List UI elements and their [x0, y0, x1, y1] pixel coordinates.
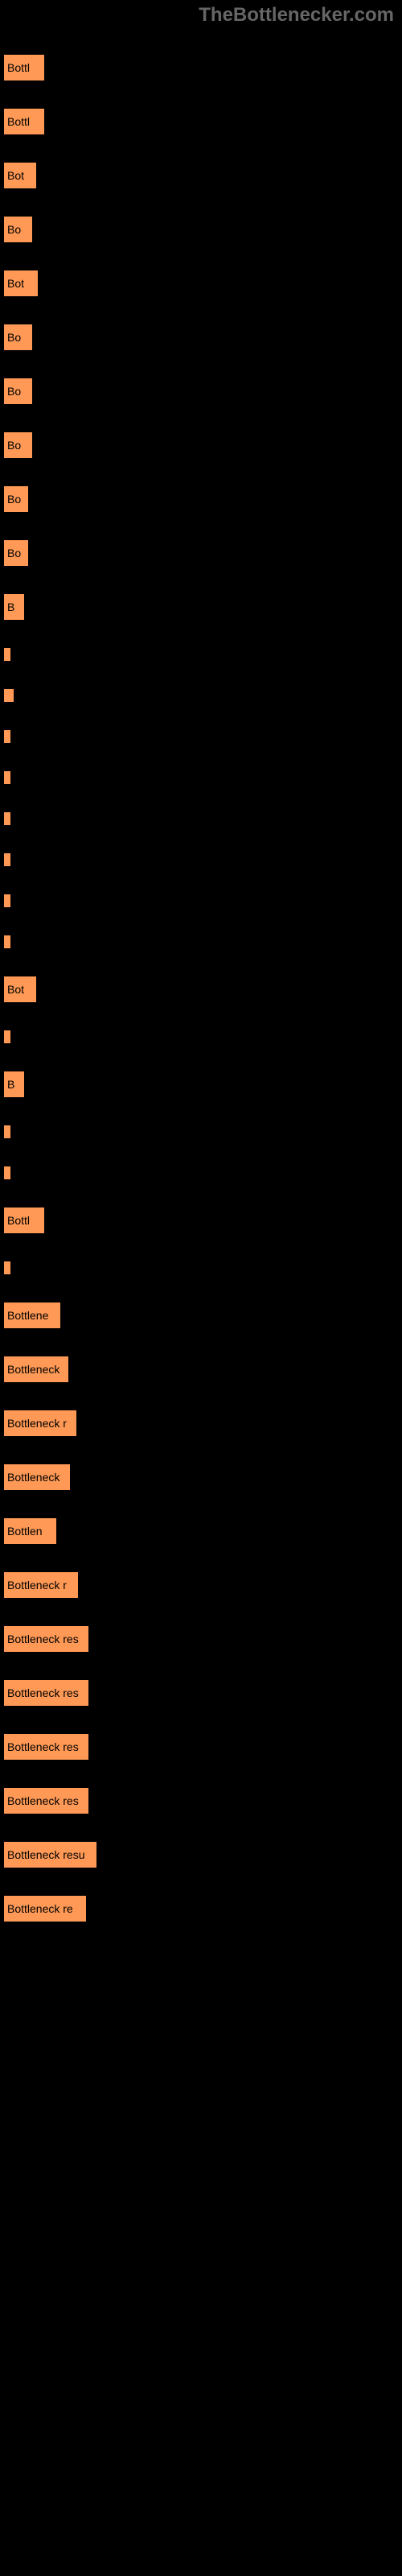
bar-item[interactable]: Bot: [0, 976, 402, 1006]
bar-segment: [4, 1030, 10, 1043]
bar-item[interactable]: Bottleneck res: [0, 1734, 402, 1764]
bar-segment: Bottleneck res: [4, 1734, 88, 1760]
bar-segment: [4, 1261, 10, 1274]
bar-segment: Bottleneck res: [4, 1626, 88, 1652]
bar-segment: [4, 935, 10, 948]
bar-item[interactable]: Bottleneck r: [0, 1572, 402, 1602]
bar-item[interactable]: Bottl: [0, 1208, 402, 1237]
bar-item[interactable]: Bottl: [0, 109, 402, 138]
bar-segment: Bottleneck re: [4, 1896, 86, 1922]
bar-segment: [4, 812, 10, 825]
bar-item[interactable]: Bo: [0, 378, 402, 408]
bar-item[interactable]: Bo: [0, 217, 402, 246]
bar-item[interactable]: Bottleneck r: [0, 1410, 402, 1440]
bar-item[interactable]: Bo: [0, 486, 402, 516]
bar-item[interactable]: [0, 1030, 402, 1047]
bar-segment: Bottleneck: [4, 1356, 68, 1382]
bar-segment: Bot: [4, 270, 38, 296]
bar-item[interactable]: [0, 812, 402, 829]
bar-segment: [4, 1125, 10, 1138]
bar-item[interactable]: Bottl: [0, 55, 402, 85]
bar-item[interactable]: Bot: [0, 270, 402, 300]
bar-item[interactable]: [0, 771, 402, 788]
bar-segment: [4, 853, 10, 866]
bar-segment: Bottleneck r: [4, 1572, 78, 1598]
bar-item[interactable]: Bottlene: [0, 1302, 402, 1332]
bar-item[interactable]: Bottleneck re: [0, 1896, 402, 1926]
bar-segment: Bottleneck r: [4, 1410, 76, 1436]
bar-segment: Bo: [4, 540, 28, 566]
bar-item[interactable]: Bottleneck: [0, 1356, 402, 1386]
bar-segment: [4, 1166, 10, 1179]
bar-segment: Bo: [4, 324, 32, 350]
bar-segment: Bo: [4, 378, 32, 404]
bar-segment: [4, 689, 14, 702]
bar-item[interactable]: [0, 1125, 402, 1142]
bar-segment: Bottleneck resu: [4, 1842, 96, 1868]
bar-item[interactable]: [0, 1166, 402, 1183]
bar-item[interactable]: [0, 853, 402, 870]
bar-segment: Bo: [4, 486, 28, 512]
bar-item[interactable]: Bot: [0, 163, 402, 192]
bar-list: Bottl Bottl Bot Bo Bot Bo Bo Bo Bo Bo B Bot B Bottl Bo…: [0, 55, 402, 1926]
bar-segment: Bot: [4, 976, 36, 1002]
bar-segment: Bottleneck: [4, 1464, 70, 1490]
bar-segment: [4, 894, 10, 907]
bar-segment: [4, 730, 10, 743]
bar-segment: Bottlene: [4, 1302, 60, 1328]
bar-item[interactable]: Bottleneck: [0, 1464, 402, 1494]
bar-segment: Bot: [4, 163, 36, 188]
bar-item[interactable]: [0, 730, 402, 747]
bar-item[interactable]: Bottleneck resu: [0, 1842, 402, 1872]
bar-segment: B: [4, 594, 24, 620]
bar-item[interactable]: B: [0, 1071, 402, 1101]
bar-item[interactable]: Bo: [0, 540, 402, 570]
bar-segment: Bottl: [4, 1208, 44, 1233]
bar-segment: Bottlen: [4, 1518, 56, 1544]
bar-segment: Bo: [4, 217, 32, 242]
bar-segment: Bottleneck res: [4, 1680, 88, 1706]
site-header: TheBottlenecker.com: [0, 0, 402, 31]
bar-item[interactable]: [0, 894, 402, 911]
bar-segment: Bottl: [4, 109, 44, 134]
bar-segment: [4, 648, 10, 661]
bar-item[interactable]: Bo: [0, 324, 402, 354]
bar-item[interactable]: Bo: [0, 432, 402, 462]
bar-segment: Bottl: [4, 55, 44, 80]
bar-segment: Bo: [4, 432, 32, 458]
bar-item[interactable]: [0, 1261, 402, 1278]
bar-segment: Bottleneck res: [4, 1788, 88, 1814]
bar-item[interactable]: Bottleneck res: [0, 1680, 402, 1710]
bar-item[interactable]: [0, 689, 402, 706]
bar-segment: [4, 771, 10, 784]
bar-segment: B: [4, 1071, 24, 1097]
bar-item[interactable]: Bottleneck res: [0, 1788, 402, 1818]
bar-item[interactable]: [0, 935, 402, 952]
bar-item[interactable]: Bottleneck res: [0, 1626, 402, 1656]
bar-item[interactable]: Bottlen: [0, 1518, 402, 1548]
bar-item[interactable]: B: [0, 594, 402, 624]
bar-item[interactable]: [0, 648, 402, 665]
